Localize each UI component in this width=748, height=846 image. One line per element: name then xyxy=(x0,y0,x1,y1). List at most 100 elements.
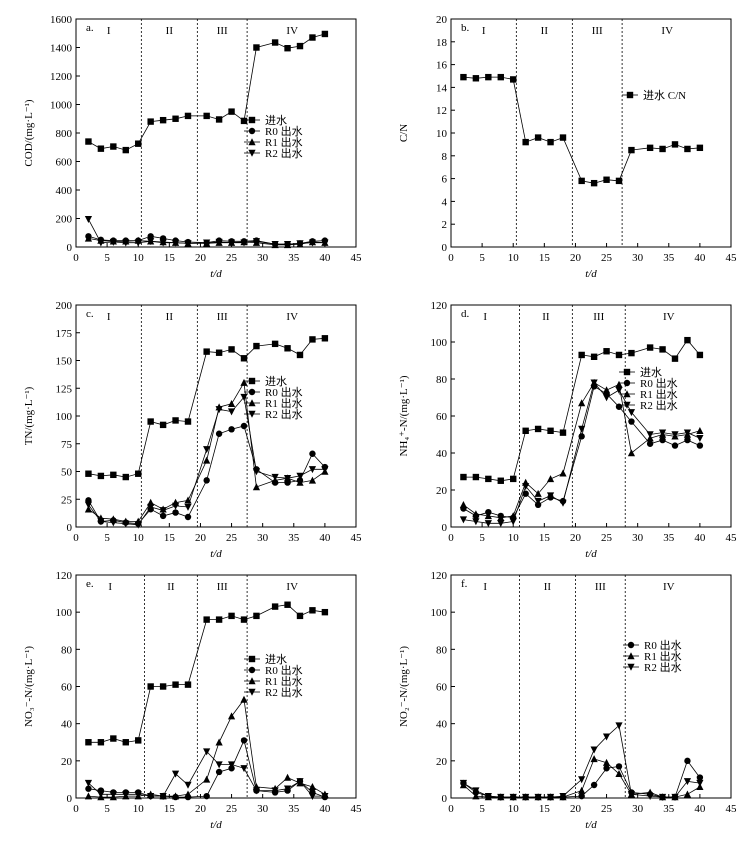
x-tick-label: 15 xyxy=(539,532,551,544)
data-point xyxy=(203,748,211,756)
y-axis-title: NO₂⁻-N/(mg·L⁻¹) xyxy=(398,646,410,727)
x-tick-label: 25 xyxy=(601,803,613,815)
data-point xyxy=(253,612,260,620)
data-point xyxy=(240,616,248,623)
phase-label: II xyxy=(542,311,550,323)
data-point xyxy=(602,394,611,402)
data-point xyxy=(603,765,610,772)
data-point xyxy=(253,342,260,350)
legend-entry: R2 出水 xyxy=(265,407,303,421)
data-point xyxy=(615,763,623,770)
phase-label: III xyxy=(217,311,228,323)
data-point xyxy=(110,143,117,150)
data-point xyxy=(184,418,192,425)
data-point xyxy=(97,239,105,247)
data-point xyxy=(321,30,329,38)
data-point xyxy=(271,787,279,795)
y-tick-label: 100 xyxy=(431,607,448,619)
x-axis-title: t/d xyxy=(585,268,597,280)
data-point xyxy=(227,712,236,720)
data-point xyxy=(308,466,317,474)
legend-marker xyxy=(627,663,635,671)
x-tick-label: 20 xyxy=(195,252,207,264)
data-point xyxy=(578,351,585,359)
y-tick-label: 4 xyxy=(442,196,448,208)
data-point xyxy=(135,470,142,477)
data-point xyxy=(683,429,692,437)
data-point xyxy=(147,418,154,425)
data-point xyxy=(497,477,504,484)
y-tick-label: 8 xyxy=(442,151,448,163)
y-tick-label: 100 xyxy=(56,411,73,423)
plot-frame xyxy=(450,574,732,799)
phase-label: I xyxy=(483,581,487,593)
data-point xyxy=(147,238,155,246)
legend-marker xyxy=(248,127,256,135)
legend-marker xyxy=(626,91,634,99)
data-point xyxy=(84,234,93,242)
data-point xyxy=(122,146,129,154)
data-point xyxy=(472,75,480,82)
data-point xyxy=(215,430,223,437)
x-tick-label: 20 xyxy=(195,803,207,815)
x-tick-label: 0 xyxy=(448,803,454,815)
y-tick-label: 12 xyxy=(436,105,447,117)
phase-label: II xyxy=(541,25,549,37)
x-tick-label: 35 xyxy=(288,803,300,815)
data-point xyxy=(696,144,704,152)
phase-label: IV xyxy=(286,25,298,37)
phase-label: I xyxy=(107,311,111,323)
data-point xyxy=(85,470,92,477)
data-point xyxy=(646,344,654,351)
phase-label: III xyxy=(217,581,228,593)
legend-marker xyxy=(623,390,631,398)
data-point xyxy=(147,792,155,800)
data-point xyxy=(171,770,180,778)
data-point xyxy=(659,436,666,444)
y-tick-label: 400 xyxy=(56,185,73,197)
data-point xyxy=(683,790,692,798)
plot-frame xyxy=(450,18,732,248)
x-tick-label: 30 xyxy=(257,532,269,544)
x-tick-label: 25 xyxy=(601,532,613,544)
data-point xyxy=(122,739,129,746)
data-point xyxy=(227,239,236,247)
y-tick-label: 175 xyxy=(56,328,73,340)
data-point xyxy=(534,497,542,505)
data-point xyxy=(684,757,691,765)
plot-frame xyxy=(75,18,357,248)
data-point xyxy=(602,733,611,741)
x-tick-label: 15 xyxy=(539,252,551,264)
phase-label: III xyxy=(592,25,603,37)
x-tick-label: 20 xyxy=(570,532,582,544)
data-point xyxy=(510,76,517,83)
y-tick-label: 80 xyxy=(436,644,448,656)
data-point xyxy=(240,737,248,744)
data-point xyxy=(252,787,261,795)
data-point xyxy=(271,39,279,46)
y-tick-label: 16 xyxy=(436,60,448,72)
data-point xyxy=(172,417,179,424)
data-point xyxy=(240,239,248,247)
y-tick-label: 10 xyxy=(436,128,448,140)
data-point xyxy=(296,478,304,486)
data-point xyxy=(615,177,623,185)
x-tick-label: 0 xyxy=(448,532,454,544)
y-tick-label: 1400 xyxy=(50,43,73,55)
x-tick-label: 0 xyxy=(73,532,79,544)
data-point xyxy=(602,758,611,766)
panel-label: e. xyxy=(86,578,94,590)
y-tick-label: 18 xyxy=(436,37,448,49)
y-tick-label: 40 xyxy=(436,448,448,460)
data-point xyxy=(590,746,598,754)
data-point xyxy=(321,239,329,247)
y-tick-label: 6 xyxy=(442,174,448,186)
data-point xyxy=(590,179,598,187)
data-point xyxy=(109,519,117,527)
legend-entry: R0 出水 xyxy=(644,638,682,652)
data-point xyxy=(215,349,223,356)
data-point xyxy=(283,474,292,482)
